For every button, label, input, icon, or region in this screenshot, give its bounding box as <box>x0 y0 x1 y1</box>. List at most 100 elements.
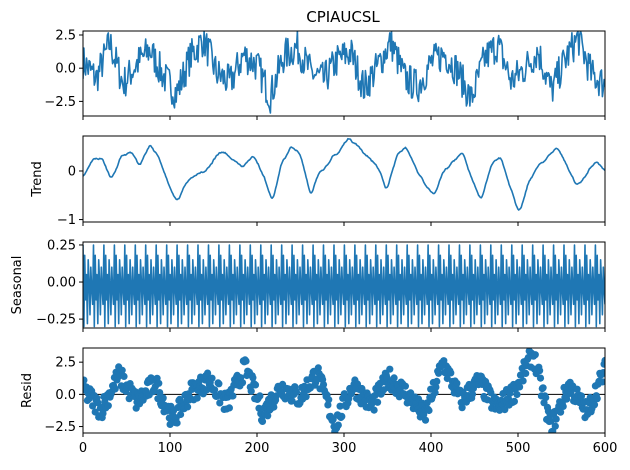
resid-point <box>390 374 398 382</box>
plot-area-resid <box>83 348 605 433</box>
x-tick-label: 500 <box>506 441 531 456</box>
resid-point <box>251 381 260 389</box>
resid-point <box>319 381 328 389</box>
resid-point <box>288 397 296 405</box>
resid-point <box>522 369 530 377</box>
resid-point <box>204 369 212 377</box>
y-tick-label: 2.5 <box>55 28 76 43</box>
panel-resid: −2.5 0.0 2.5 0 100 200 300 400 500 600 Resid <box>20 347 617 456</box>
resid-point <box>177 410 185 419</box>
x-tick-label: 400 <box>419 441 444 456</box>
plot-area-trend <box>83 137 605 211</box>
resid-point <box>208 374 216 382</box>
resid-point <box>431 389 439 397</box>
resid-point <box>542 394 550 402</box>
panel-trend: −1 0 Trend <box>30 135 606 228</box>
resid-point <box>193 394 201 402</box>
resid-point <box>453 379 461 387</box>
resid-point <box>111 385 119 393</box>
axes-frame-trend <box>82 135 606 223</box>
resid-point <box>425 406 433 415</box>
resid-point <box>118 366 126 374</box>
x-tick-label: 300 <box>332 441 357 456</box>
resid-point <box>433 377 441 385</box>
resid-point <box>593 395 601 403</box>
resid-point <box>501 406 509 414</box>
resid-point <box>159 394 167 402</box>
y-tick-label: 0.25 <box>47 238 76 253</box>
resid-point <box>563 395 571 403</box>
resid-point <box>516 383 524 391</box>
y-tick-label: 2.5 <box>55 356 76 371</box>
resid-point <box>314 364 322 372</box>
resid-point <box>334 421 342 429</box>
resid-point <box>551 422 559 430</box>
resid-point <box>353 380 362 388</box>
resid-point <box>155 379 163 387</box>
resid-point <box>264 412 272 420</box>
resid-point <box>238 379 247 387</box>
plot-area-seasonal <box>83 244 605 328</box>
series-line-observed <box>83 31 605 114</box>
panels: −2.50.02.5−10Trend−0.250.000.25Seasonal−… <box>10 28 617 456</box>
resid-point <box>229 392 237 400</box>
resid-point <box>513 390 521 399</box>
resid-point <box>447 369 455 377</box>
resid-point <box>536 367 544 375</box>
y-tick-label: −2.5 <box>44 95 76 110</box>
resid-point <box>184 403 192 411</box>
resid-point <box>211 386 219 394</box>
y-axis-label-seasonal: Seasonal <box>10 256 25 315</box>
resid-point <box>601 356 605 365</box>
resid-point <box>258 417 267 425</box>
resid-point <box>531 351 539 359</box>
chart-title: CPIAUCSL <box>306 8 380 26</box>
y-tick-label: −1 <box>57 213 76 228</box>
resid-point <box>83 376 88 384</box>
resid-point <box>256 392 264 400</box>
x-tick-label: 100 <box>158 441 183 456</box>
resid-point <box>325 396 333 404</box>
y-axis-label-trend: Trend <box>30 161 45 198</box>
resid-point <box>590 401 599 409</box>
resid-point <box>506 389 514 397</box>
resid-point <box>435 369 443 377</box>
resid-point <box>292 388 301 396</box>
resid-point <box>270 403 278 411</box>
resid-point <box>421 416 430 424</box>
y-tick-label: −2.5 <box>44 420 76 435</box>
resid-point <box>370 406 378 414</box>
resid-point <box>552 415 560 423</box>
resid-point <box>247 387 255 395</box>
resid-point <box>104 402 112 410</box>
resid-point <box>599 369 605 377</box>
resid-point <box>302 393 310 401</box>
resid-point <box>468 390 477 398</box>
resid-point <box>386 365 394 373</box>
x-tick-label: 600 <box>593 441 618 456</box>
resid-point <box>573 385 581 393</box>
plot-area-observed <box>83 31 605 114</box>
y-tick-label: 0 <box>68 164 76 179</box>
resid-point <box>401 382 409 390</box>
resid-point <box>338 412 346 420</box>
series-line-trend <box>83 137 605 211</box>
resid-point <box>329 415 337 423</box>
resid-point <box>557 408 565 416</box>
resid-point <box>443 374 451 383</box>
panel-seasonal: −0.25 0.00 0.25 Seasonal <box>10 238 606 332</box>
resid-point <box>89 402 97 410</box>
resid-point <box>255 404 263 412</box>
resid-point <box>120 372 128 380</box>
resid-point <box>216 399 224 407</box>
panel-observed: −2.5 0.0 2.5 <box>44 28 606 120</box>
resid-point <box>519 377 527 385</box>
y-axis-label-resid: Resid <box>20 373 35 408</box>
y-tick-label: 0.0 <box>55 62 76 77</box>
resid-point <box>225 404 233 412</box>
resid-point <box>242 357 250 365</box>
resid-point <box>156 389 164 397</box>
y-tick-label: 0.0 <box>55 388 76 403</box>
resid-point <box>374 398 382 406</box>
